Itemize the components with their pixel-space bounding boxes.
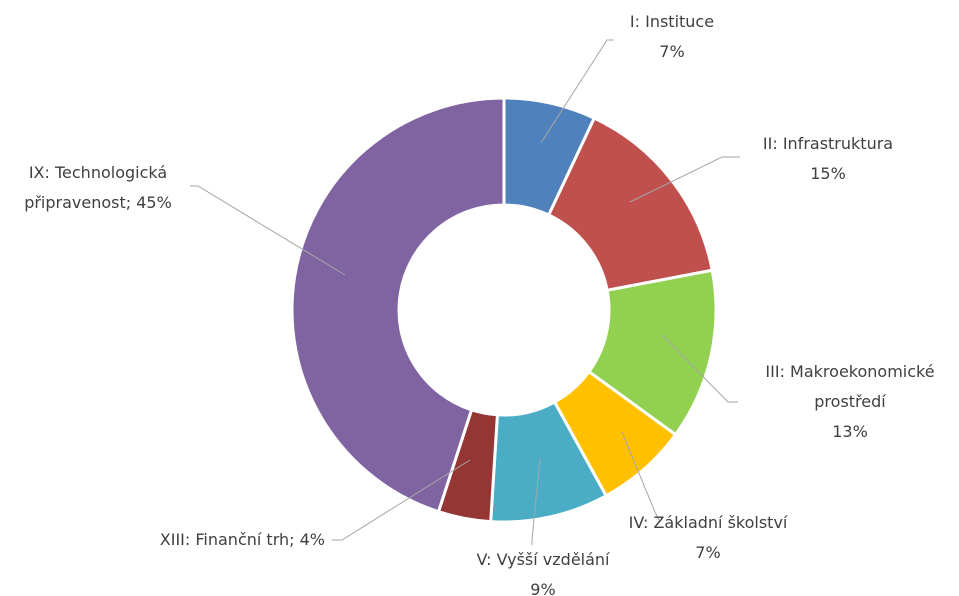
- category-label: IX: Technologická: [29, 163, 167, 182]
- category-label: I: Instituce: [630, 12, 714, 31]
- leader-line: [190, 185, 346, 276]
- leader-line: [540, 39, 614, 144]
- data-label: V: Vyšší vzdělání 9%: [476, 550, 610, 596]
- category-label: III: Makroekonomické: [765, 362, 934, 381]
- data-label: XIII: Finanční trh; 4%: [160, 530, 325, 549]
- value-label: 9%: [530, 580, 555, 596]
- data-label: I: Instituce 7%: [630, 12, 714, 61]
- leader-line: [629, 156, 740, 203]
- donut-slice: [290, 96, 506, 514]
- leader-line: [621, 431, 661, 523]
- category-label: připravenost: [24, 193, 126, 212]
- category-label: prostředí: [814, 392, 886, 411]
- donut-slice: [546, 116, 715, 293]
- category-label: IV: Základní školství: [629, 513, 788, 532]
- data-label: IX: Technologická připravenost; 45%: [24, 163, 172, 212]
- value-label: 15%: [810, 164, 846, 183]
- value-label: 13%: [832, 422, 868, 441]
- leader-line: [661, 334, 738, 403]
- leader-line: [531, 457, 541, 545]
- leader-line: [332, 459, 471, 541]
- data-label: II: Infrastruktura 15%: [763, 134, 893, 183]
- label-separator: ;: [289, 530, 299, 549]
- label-separator: ;: [126, 193, 136, 212]
- value-label: 7%: [695, 543, 720, 562]
- category-label: II: Infrastruktura: [763, 134, 893, 153]
- category-label: V: Vyšší vzdělání: [476, 550, 610, 569]
- value-label: 4%: [300, 530, 325, 549]
- category-label: XIII: Finanční trh: [160, 530, 289, 549]
- data-label: IV: Základní školství 7%: [629, 513, 788, 562]
- data-label: III: Makroekonomické prostředí 13%: [765, 362, 934, 441]
- value-label: 7%: [659, 42, 684, 61]
- value-label: 45%: [136, 193, 172, 212]
